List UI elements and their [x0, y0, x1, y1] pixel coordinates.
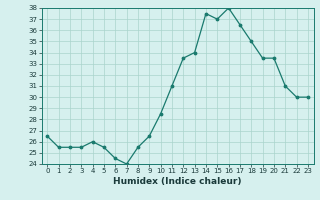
- X-axis label: Humidex (Indice chaleur): Humidex (Indice chaleur): [113, 177, 242, 186]
